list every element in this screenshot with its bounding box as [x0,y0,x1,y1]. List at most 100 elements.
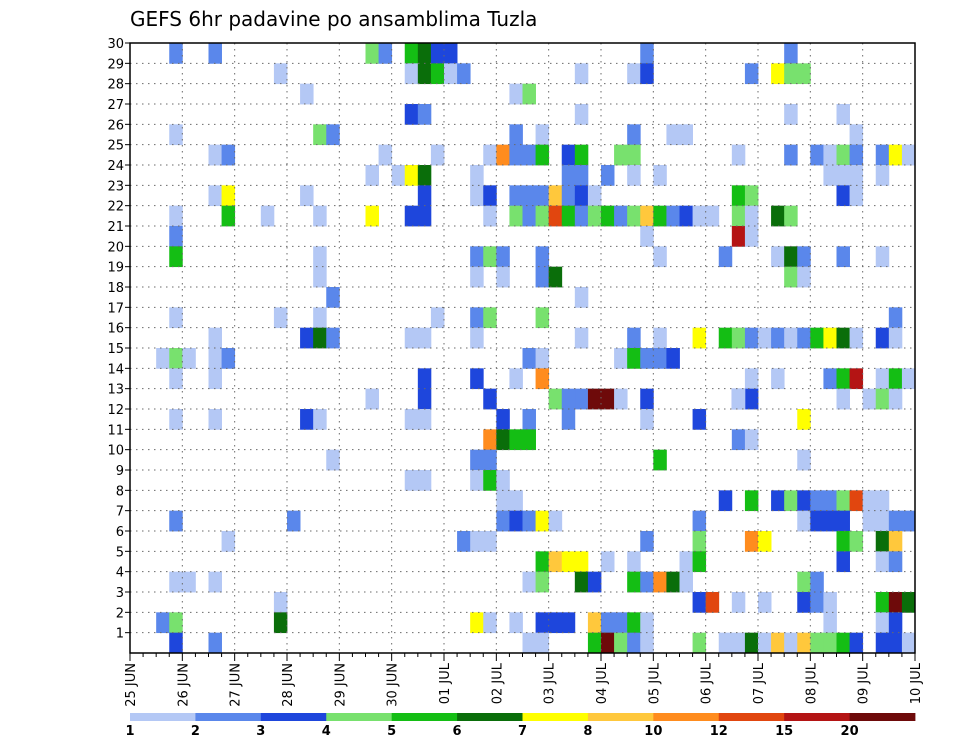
colorbar-label: 8 [583,724,592,739]
y-tick-label: 24 [107,159,124,174]
heatmap-cell [444,43,458,64]
heatmap-cell [430,144,445,166]
heatmap-cell [797,632,811,654]
heatmap-cell [169,510,183,532]
heatmap-cell [430,43,445,64]
heatmap-cell [875,531,890,552]
heatmap-cell [313,124,327,146]
heatmap-cell [417,185,432,207]
heatmap-cell [888,327,903,349]
heatmap-cell [561,144,576,166]
heatmap-cell [718,327,733,349]
heatmap-cell [535,510,550,532]
heatmap-cell [875,246,890,268]
y-tick-label: 10 [107,444,124,459]
heatmap-cell [862,388,877,410]
heatmap-cell [509,490,523,512]
heatmap-cell [444,63,458,85]
heatmap-cell [731,144,746,166]
heatmap-cell [522,144,536,166]
heatmap-cell [758,632,772,654]
heatmap-cell [692,531,707,552]
heatmap-cell [313,266,327,288]
heatmap-cell [522,83,536,105]
heatmap-cell [823,165,837,186]
y-tick-label: 14 [107,362,124,377]
heatmap-cell [627,165,641,186]
heatmap-cell [326,124,340,146]
heatmap-cell [169,409,183,430]
x-tick-label: 26 JUN [176,663,191,707]
heatmap-cell [744,226,759,247]
heatmap-cell [404,104,419,125]
heatmap-cell [771,368,785,390]
colorbar-label: 3 [256,724,265,739]
colorbar-swatch [326,713,393,721]
heatmap-cell [182,571,196,593]
y-tick-label: 8 [116,484,124,499]
heatmap-cell [522,409,536,430]
y-tick-label: 4 [116,566,124,581]
heatmap-cell [640,43,654,64]
heatmap-cell [731,429,746,451]
colorbar-swatch [260,713,327,721]
heatmap-cell [640,531,654,552]
heatmap-cell [601,612,615,634]
heatmap-cell [784,63,798,85]
heatmap-cell [692,205,707,227]
heatmap-cell [522,571,536,593]
x-tick-label: 04 JUL [595,662,610,704]
heatmap-cell [378,144,393,166]
x-tick-label: 10 JUL [909,662,924,704]
heatmap-cell [744,327,759,349]
heatmap-cell [548,266,563,288]
x-tick-label: 30 JUN [386,663,401,707]
heatmap-cell [797,449,811,471]
heatmap-cell [797,510,811,532]
colorbar-label: 7 [518,724,527,739]
heatmap-cell [797,571,811,593]
heatmap-cell [561,409,576,430]
heatmap-cell [627,612,641,634]
heatmap-cell [784,104,798,125]
heatmap-cell [548,388,563,410]
y-tick-label: 30 [107,37,124,52]
heatmap-cell [901,144,916,166]
y-tick-label: 12 [107,403,124,418]
heatmap-cell [221,348,236,369]
heatmap-cell [836,165,850,186]
heatmap-cell [836,490,850,512]
heatmap-cell [574,144,589,166]
heatmap-cell [888,531,903,552]
heatmap-cell [823,368,837,390]
colorbar-label: 5 [387,724,396,739]
heatmap-cell [614,205,628,227]
heatmap-cell [849,632,864,654]
heatmap-cell [574,63,589,85]
heatmap-cell [483,307,497,329]
colorbar-label: 20 [841,724,859,739]
heatmap-cell [470,307,484,329]
heatmap-cell [260,205,275,227]
heatmap-cell [561,551,576,573]
heatmap-cell [509,83,523,105]
heatmap-cell [627,144,641,166]
heatmap-cell [509,124,523,146]
heatmap-cell [561,165,576,186]
heatmap-cell [731,592,746,613]
heatmap-cell [797,63,811,85]
heatmap-cell [901,510,916,532]
heatmap-cell [744,388,759,410]
heatmap-cell [587,388,602,410]
heatmap-cell [470,327,484,349]
heatmap-cell [718,490,733,512]
heatmap-cell [875,388,890,410]
x-tick-label: 02 JUL [490,662,505,704]
heatmap-cell [640,612,654,634]
heatmap-cell [640,632,654,654]
heatmap-cell [587,205,602,227]
colorbar-label: 15 [775,724,793,739]
heatmap-cell [169,348,183,369]
cells-layer [156,43,916,654]
